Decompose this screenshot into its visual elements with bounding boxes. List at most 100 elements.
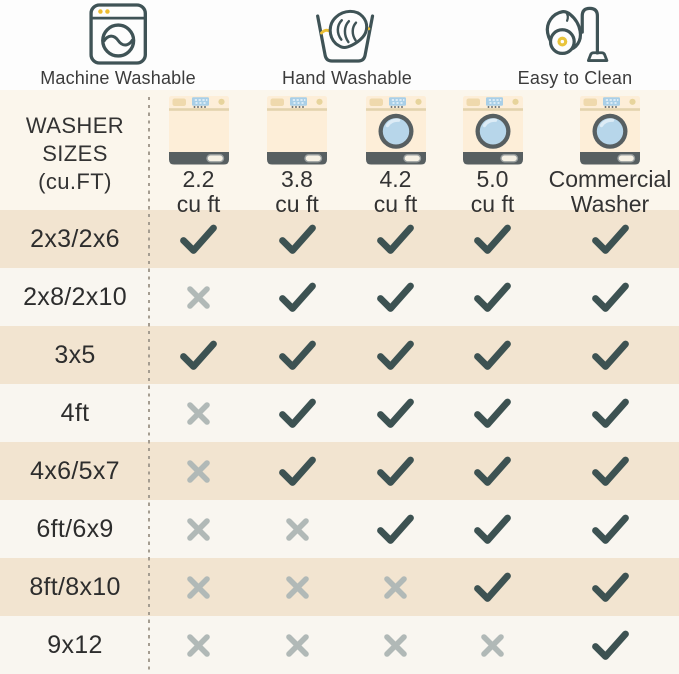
table-row-2x8-2x10: 2x8/2x10: [0, 268, 679, 326]
table-cell: [541, 558, 679, 616]
table-cell: [541, 268, 679, 326]
column-header-3.8: 3.8 cu ft: [247, 90, 347, 217]
table-cell: [347, 268, 444, 326]
column-header-4.2: 4.2 cu ft: [347, 90, 444, 217]
check-icon: [474, 282, 511, 312]
x-icon: [187, 459, 210, 483]
top-load-washer-icon: [168, 96, 229, 165]
table-cell: [247, 384, 347, 442]
legend-label: Easy to Clean: [517, 68, 633, 88]
table-cell: [247, 442, 347, 500]
legend-hand-washable: Hand Washable: [282, 3, 412, 88]
x-icon: [481, 633, 504, 657]
row-label: 2x3/2x6: [30, 224, 120, 253]
table-cell: [247, 268, 347, 326]
table-cell: [347, 442, 444, 500]
check-icon: [377, 456, 414, 486]
column-header-2.2: 2.2 cu ft: [150, 90, 247, 217]
table-cell: [444, 384, 541, 442]
table-cell: [541, 442, 679, 500]
washer-size-table: WASHER SIZES (cu.FT) 2.2 cu ft 3: [0, 90, 679, 674]
table-cell: [444, 268, 541, 326]
table-cell: [247, 326, 347, 384]
x-icon: [285, 633, 309, 657]
corner-line: WASHER: [25, 112, 125, 138]
table-cell: [347, 326, 444, 384]
check-icon: [474, 224, 511, 254]
table-cell: [444, 558, 541, 616]
check-icon: [377, 340, 414, 370]
table-cell: [150, 210, 247, 268]
table-cell: [347, 616, 444, 674]
x-icon: [384, 575, 407, 599]
column-unit-label: cu ft: [373, 191, 418, 217]
legend-easy-to-clean: Easy to Clean: [518, 3, 633, 88]
check-icon: [377, 282, 414, 312]
table-cell: [150, 268, 247, 326]
column-unit-label: cu ft: [275, 191, 319, 217]
table-cell: [247, 500, 347, 558]
hand-wash-icon: [316, 9, 375, 63]
corner-line: (cu.FT): [38, 168, 112, 194]
check-icon: [377, 398, 414, 428]
table-cell: [444, 500, 541, 558]
row-label: 4x6/5x7: [30, 456, 120, 485]
table-cell: [247, 558, 347, 616]
check-icon: [278, 456, 316, 486]
table-cell: [247, 210, 347, 268]
row-label: 4ft: [60, 398, 90, 427]
x-icon: [285, 517, 309, 541]
table-header: WASHER SIZES (cu.FT) 2.2 cu ft 3: [0, 90, 679, 217]
table-cell: [347, 384, 444, 442]
table-row-4x6-5x7: 4x6/5x7: [0, 442, 679, 500]
row-label: 6ft/6x9: [36, 514, 114, 543]
table-cell: [150, 500, 247, 558]
column-size-label: Commercial: [548, 166, 672, 192]
row-label: 9x12: [47, 630, 103, 659]
column-size-label: 3.8: [281, 166, 313, 192]
table-cell: [444, 442, 541, 500]
check-icon: [474, 398, 511, 428]
column-unit-label: Washer: [570, 191, 650, 217]
column-size-label: 2.2: [182, 166, 215, 192]
x-icon: [187, 633, 210, 657]
table-row-2x3-2x6: 2x3/2x6: [0, 210, 679, 268]
table-cell: [150, 558, 247, 616]
x-icon: [187, 401, 210, 425]
check-icon: [180, 224, 217, 254]
table-cell: [541, 616, 679, 674]
table-cell: [150, 326, 247, 384]
table-cell: [347, 558, 444, 616]
check-icon: [278, 340, 316, 370]
table-body: 2x3/2x6 2x8/2x10 3x5 4ft 4x6/5x7 6ft/6x9…: [0, 210, 679, 674]
check-icon: [591, 572, 629, 602]
corner-header: WASHER SIZES (cu.FT): [0, 90, 150, 217]
check-icon: [591, 282, 629, 312]
table-cell: [150, 442, 247, 500]
check-icon: [278, 282, 316, 312]
table-cell: [541, 210, 679, 268]
check-icon: [474, 340, 511, 370]
x-icon: [187, 517, 210, 541]
table-cell: [444, 326, 541, 384]
table-cell: [444, 616, 541, 674]
row-label: 2x8/2x10: [23, 282, 127, 311]
table-row-9x12: 9x12: [0, 616, 679, 674]
check-icon: [377, 514, 414, 544]
column-header-commercial: Commercial Washer: [541, 90, 679, 217]
front-load-washer-icon: [365, 96, 426, 165]
table-cell: [150, 384, 247, 442]
check-icon: [278, 224, 316, 254]
column-unit-label: cu ft: [470, 191, 515, 217]
table-row-4ft: 4ft: [0, 384, 679, 442]
check-icon: [591, 340, 629, 370]
column-size-label: 5.0: [476, 166, 509, 192]
x-icon: [384, 633, 407, 657]
check-icon: [591, 630, 629, 660]
check-icon: [591, 224, 629, 254]
check-icon: [591, 456, 629, 486]
x-icon: [187, 575, 210, 599]
check-icon: [474, 456, 511, 486]
check-icon: [591, 514, 629, 544]
table-row-3x5: 3x5: [0, 326, 679, 384]
